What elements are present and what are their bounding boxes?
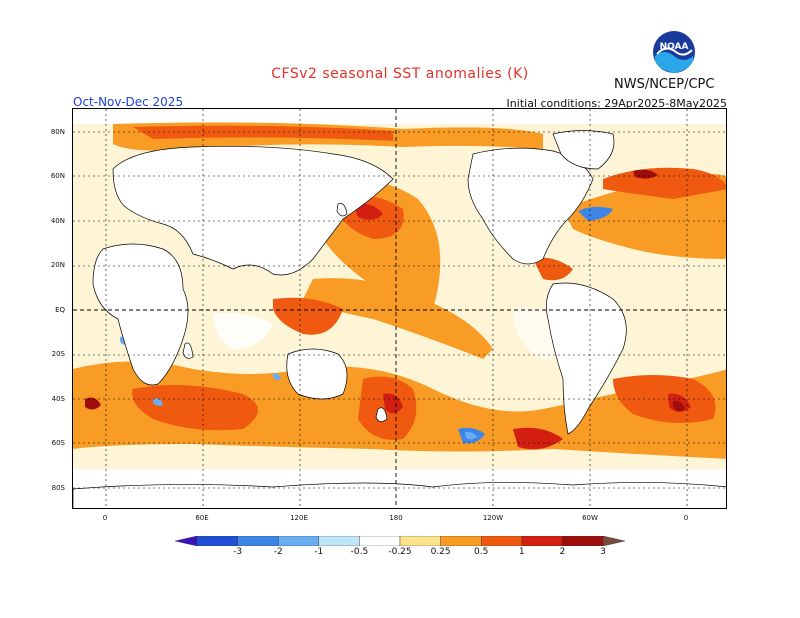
logo-text: NOAA	[660, 42, 689, 52]
lat-label: 80S	[51, 484, 65, 492]
colorbar-tick-label: -2	[273, 547, 283, 557]
colorbar-tick-label: 0.25	[430, 547, 451, 557]
colorbar	[175, 536, 625, 546]
colorbar-tick-label: -1	[314, 547, 324, 557]
colorbar-segment	[359, 536, 401, 546]
colorbar-segment	[562, 536, 604, 546]
season-label: Oct-Nov-Dec 2025	[73, 95, 184, 109]
colorbar-tick-label: 3	[600, 547, 606, 557]
colorbar-segment	[440, 536, 482, 546]
agency-label: NWS/NCEP/CPC	[614, 77, 715, 92]
colorbar-segment	[237, 536, 279, 546]
lat-label: 20S	[51, 350, 65, 358]
colorbar-tick-label: -0.5	[350, 547, 369, 557]
colorbar-tick-label: 1	[518, 547, 525, 557]
colorbar-segment	[399, 536, 441, 546]
lat-label: 40S	[51, 395, 65, 403]
equator-dateline	[73, 109, 726, 508]
colorbar-segment	[318, 536, 360, 546]
lat-label: 80N	[50, 128, 65, 136]
lon-label: 120W	[482, 514, 504, 522]
lat-label: 60N	[50, 172, 65, 180]
chart-title: CFSv2 seasonal SST anomalies (K)	[271, 66, 529, 82]
colorbar-segment	[481, 536, 523, 546]
colorbar-tick-label: 0.5	[474, 547, 489, 557]
noaa-logo-icon: NOAA	[653, 31, 695, 73]
colorbar-segment	[521, 536, 563, 546]
gridlines	[73, 109, 726, 508]
colorbar-high-triangle	[602, 536, 625, 546]
initial-conditions-label: Initial conditions: 29Apr2025-8May2025	[506, 97, 727, 110]
colorbar-segment	[277, 536, 319, 546]
colorbar-tick-label: -0.25	[388, 547, 412, 557]
lat-label: 60S	[51, 439, 65, 447]
lat-label: 20N	[50, 261, 65, 269]
colorbar-low-triangle	[175, 536, 198, 546]
colorbar-tick-label: -3	[233, 547, 243, 557]
map-canvas	[73, 109, 726, 508]
lon-label: 0	[102, 514, 108, 522]
lat-label: EQ	[55, 306, 65, 314]
lon-label: 120E	[290, 514, 308, 522]
lon-label: 60W	[582, 514, 598, 522]
lon-label: 180	[389, 514, 403, 522]
sst-anomaly-map	[72, 108, 727, 509]
lat-label: 40N	[50, 217, 65, 225]
colorbar-segment	[196, 536, 238, 546]
lon-label: 60E	[195, 514, 209, 522]
lon-label: 0	[683, 514, 689, 522]
colorbar-tick-label: 2	[559, 547, 566, 557]
continents	[73, 130, 726, 508]
